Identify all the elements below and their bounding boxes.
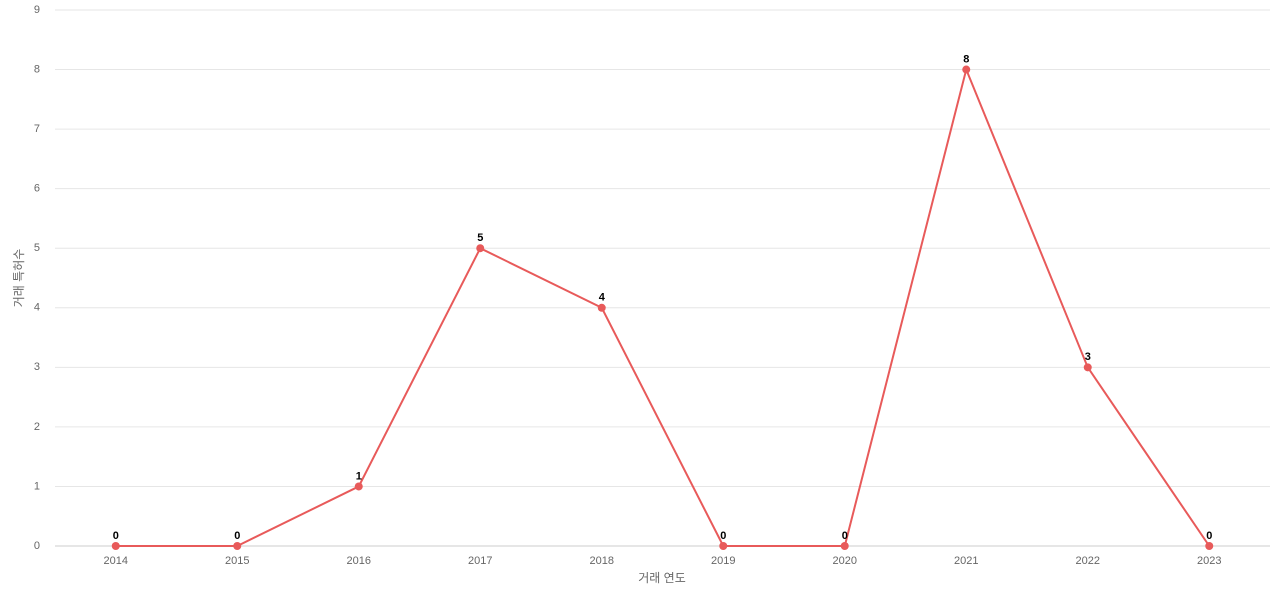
point <box>111 542 120 550</box>
point <box>1205 542 1214 550</box>
data-label: 3 <box>1085 351 1091 363</box>
x-tick-label: 2020 <box>833 555 857 567</box>
point <box>1083 363 1092 372</box>
x-tick-label: 2023 <box>1197 555 1221 567</box>
y-axis-label: 거래 특허수 <box>12 249 26 308</box>
point <box>962 65 971 74</box>
data-label: 4 <box>599 292 606 304</box>
y-tick-label: 2 <box>34 421 40 433</box>
data-label: 0 <box>842 530 848 542</box>
x-tick-label: 2018 <box>590 555 614 567</box>
point <box>840 542 849 550</box>
x-tick-label: 2014 <box>104 555 128 567</box>
point <box>597 303 606 312</box>
point <box>719 542 728 550</box>
y-tick-label: 9 <box>34 4 40 16</box>
point <box>476 244 485 253</box>
x-tick-label: 2016 <box>347 555 371 567</box>
point <box>233 542 242 550</box>
point <box>354 482 363 491</box>
x-tick-label: 2021 <box>954 555 978 567</box>
data-label: 0 <box>720 530 726 542</box>
y-tick-label: 7 <box>34 123 40 135</box>
y-tick-label: 4 <box>34 302 40 314</box>
x-tick-label: 2019 <box>711 555 735 567</box>
y-tick-label: 6 <box>34 183 40 195</box>
y-tick-label: 5 <box>34 242 40 254</box>
x-tick-label: 2015 <box>225 555 249 567</box>
y-tick-label: 0 <box>34 540 40 552</box>
data-label: 0 <box>113 530 119 542</box>
line <box>115 66 1211 547</box>
data-label: 8 <box>963 53 969 65</box>
data-label: 0 <box>234 530 240 542</box>
data-label: 5 <box>477 232 483 244</box>
y-tick-label: 3 <box>34 361 40 373</box>
y-tick-label: 1 <box>34 480 40 492</box>
x-tick-label: 2022 <box>1076 555 1100 567</box>
x-axis-label: 거래 연도 <box>638 571 686 585</box>
data-label: 1 <box>356 470 362 482</box>
data-label: 0 <box>1206 530 1212 542</box>
x-tick-label: 2017 <box>468 555 492 567</box>
y-tick-label: 8 <box>34 63 40 75</box>
